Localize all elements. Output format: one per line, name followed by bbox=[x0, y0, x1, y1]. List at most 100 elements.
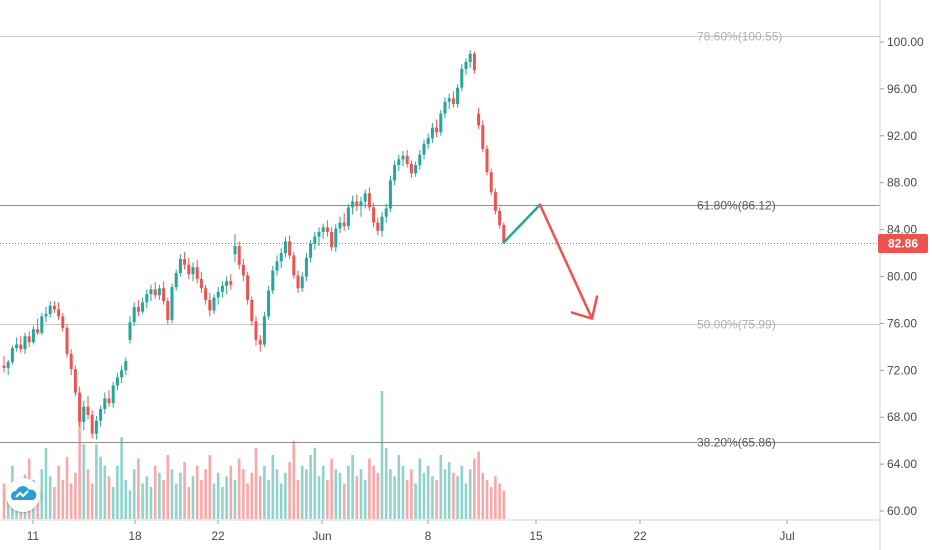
candle bbox=[464, 58, 468, 75]
volume-bar bbox=[317, 476, 321, 519]
candle bbox=[267, 285, 271, 320]
x-tick-label: 8 bbox=[425, 529, 432, 543]
volume-bar bbox=[103, 465, 107, 519]
x-tick-label: 22 bbox=[633, 529, 647, 543]
volume-bar bbox=[183, 462, 186, 519]
candle-body bbox=[430, 127, 434, 139]
candle-body bbox=[237, 246, 241, 265]
y-tick-label: 88.00 bbox=[887, 176, 917, 190]
candle bbox=[435, 119, 439, 137]
tradingview-logo[interactable] bbox=[6, 478, 40, 512]
candle-body bbox=[250, 299, 254, 322]
price-axis-ticks: 60.00 64.00 68.00 72.00 76.00 80.00 84.00 88.00… bbox=[880, 35, 924, 518]
volume-bar bbox=[195, 465, 199, 519]
candle-body bbox=[107, 398, 111, 404]
fibonacci-levels: 78.60%(100.55) 61.80%(86.12) 50.00%(75.99)… bbox=[0, 30, 880, 450]
volume-bar bbox=[174, 483, 178, 519]
candle-body bbox=[153, 289, 157, 296]
candle-body bbox=[502, 224, 506, 243]
candle-body bbox=[355, 201, 359, 207]
candle bbox=[447, 93, 451, 109]
candle bbox=[338, 216, 342, 234]
candle-body bbox=[78, 392, 82, 422]
volume-bar bbox=[473, 458, 476, 519]
volume-bar bbox=[397, 455, 401, 519]
candle bbox=[57, 302, 61, 320]
volume-bar bbox=[6, 494, 10, 519]
candle-body bbox=[460, 68, 464, 88]
candle-body bbox=[191, 267, 195, 275]
candle-body bbox=[128, 322, 132, 340]
candle-body bbox=[359, 201, 363, 207]
candle bbox=[414, 161, 418, 177]
volume-bar bbox=[418, 458, 422, 519]
volume-bar bbox=[162, 479, 165, 519]
volume-bars bbox=[2, 391, 506, 519]
volume-bar bbox=[359, 469, 363, 519]
candle-body bbox=[40, 316, 44, 333]
candle-body bbox=[325, 227, 329, 232]
volume-bar bbox=[460, 465, 464, 519]
volume-bar bbox=[393, 476, 396, 519]
projection-arrows bbox=[502, 203, 599, 320]
volume-bar bbox=[468, 469, 472, 519]
candle-body bbox=[409, 163, 413, 174]
candle bbox=[183, 251, 187, 270]
candle-body bbox=[216, 291, 220, 298]
volume-bar bbox=[401, 465, 405, 519]
candle bbox=[48, 301, 52, 318]
volume-bar bbox=[263, 465, 266, 519]
candle-body bbox=[183, 258, 187, 265]
projection-up-line bbox=[502, 203, 542, 244]
volume-bar bbox=[426, 465, 430, 519]
candle bbox=[111, 382, 115, 408]
candle-body bbox=[86, 406, 90, 415]
volume-bar bbox=[200, 479, 203, 519]
volume-bar bbox=[284, 472, 287, 519]
candle-body bbox=[241, 264, 245, 276]
volume-bar bbox=[40, 469, 44, 519]
x-tick-label: 15 bbox=[529, 529, 543, 543]
volume-bar bbox=[36, 490, 39, 519]
candle bbox=[103, 392, 107, 414]
volume-bar bbox=[158, 472, 161, 519]
y-tick-label: 60.00 bbox=[887, 504, 917, 518]
candle-body bbox=[141, 302, 145, 312]
volume-bar bbox=[477, 451, 480, 519]
candle-body bbox=[334, 228, 338, 248]
volume-bar bbox=[489, 487, 493, 519]
candle-body bbox=[19, 344, 23, 350]
candle bbox=[19, 336, 23, 353]
fib-level-label: 50.00%(75.99) bbox=[697, 318, 776, 332]
candle bbox=[187, 257, 191, 279]
candle-body bbox=[493, 192, 497, 211]
candle-body bbox=[157, 288, 161, 296]
candle bbox=[321, 223, 325, 239]
candle-body bbox=[187, 264, 191, 275]
volume-bar bbox=[99, 456, 102, 519]
candle-body bbox=[317, 231, 321, 237]
candle-body bbox=[283, 241, 287, 254]
volume-bar bbox=[95, 444, 98, 519]
candle-body bbox=[69, 353, 73, 370]
y-tick-label: 64.00 bbox=[887, 457, 917, 471]
last-price-label: 82.86 bbox=[888, 237, 918, 251]
candle-body bbox=[346, 207, 350, 227]
candle-body bbox=[313, 236, 317, 244]
axes bbox=[0, 0, 881, 550]
candle bbox=[472, 51, 476, 74]
volume-bar bbox=[212, 483, 216, 519]
volume-bar bbox=[447, 462, 451, 519]
candle-body bbox=[195, 267, 199, 279]
candle-body bbox=[31, 329, 35, 343]
candle bbox=[31, 325, 35, 345]
candle bbox=[10, 345, 14, 365]
candle-body bbox=[52, 305, 56, 310]
volume-bar bbox=[233, 479, 237, 519]
candle bbox=[351, 195, 355, 215]
volume-bar bbox=[250, 472, 254, 519]
volume-bar bbox=[137, 458, 140, 519]
candle-body bbox=[166, 301, 170, 320]
volume-bar bbox=[153, 465, 157, 519]
